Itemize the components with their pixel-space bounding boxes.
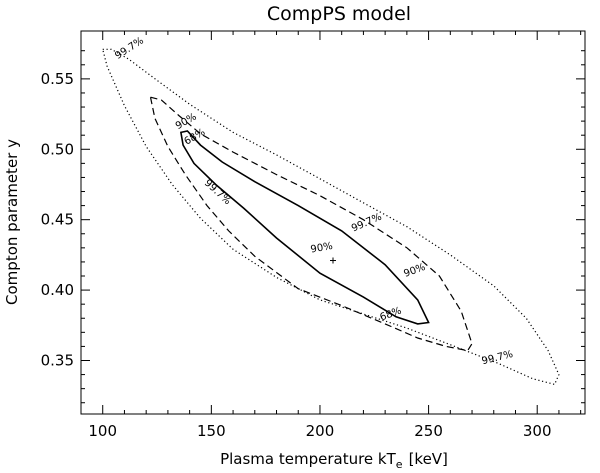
x-tick-label: 100 <box>88 422 117 440</box>
x-tick-label: 300 <box>523 422 552 440</box>
chart-title: CompPS model <box>267 3 411 25</box>
contour-label: 99.7% <box>481 349 514 367</box>
plot-frame <box>80 30 586 415</box>
x-axis-title-subscript: e <box>396 458 403 471</box>
y-tick-label: 0.40 <box>41 281 74 299</box>
contour-label: 90% <box>310 241 334 256</box>
best-fit-marker <box>330 257 336 264</box>
y-axis-title: Compton parameter y <box>3 139 21 305</box>
contour-label: 99.7% <box>113 35 146 62</box>
x-tick-label: 200 <box>306 422 335 440</box>
y-tick-label: 0.35 <box>41 351 74 369</box>
contour-group <box>101 48 560 386</box>
y-tick-label: 0.45 <box>41 211 74 229</box>
contour-dotted <box>101 48 560 386</box>
x-axis-title: Plasma temperature kTe [keV] <box>220 450 448 471</box>
y-tick-label: 0.50 <box>41 140 74 158</box>
y-tick-label: 0.55 <box>41 70 74 88</box>
contour-label: 90% <box>402 262 427 280</box>
x-tick-label: 150 <box>197 422 226 440</box>
contour-solid <box>179 130 430 325</box>
x-tick-label: 250 <box>414 422 443 440</box>
contour-label: 99.7% <box>202 178 233 207</box>
contour-dashed <box>149 96 473 352</box>
x-axis-title-unit: [keV] <box>409 450 448 468</box>
contour-label-group: 99.7%99.7%99.7%99.7%90%90%90%68%68% <box>113 35 514 367</box>
contour-label: 68% <box>183 127 208 148</box>
x-axis-title-main: Plasma temperature kT <box>220 450 397 468</box>
axis-ticks: 100 150 200 250 300 0.35 0.40 0.45 0.50 0.55 <box>41 31 585 440</box>
